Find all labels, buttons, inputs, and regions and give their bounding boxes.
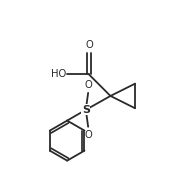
Text: S: S <box>82 105 90 115</box>
Text: O: O <box>84 80 92 90</box>
Text: O: O <box>85 40 93 50</box>
Text: HO: HO <box>51 69 67 79</box>
Text: O: O <box>84 130 92 140</box>
